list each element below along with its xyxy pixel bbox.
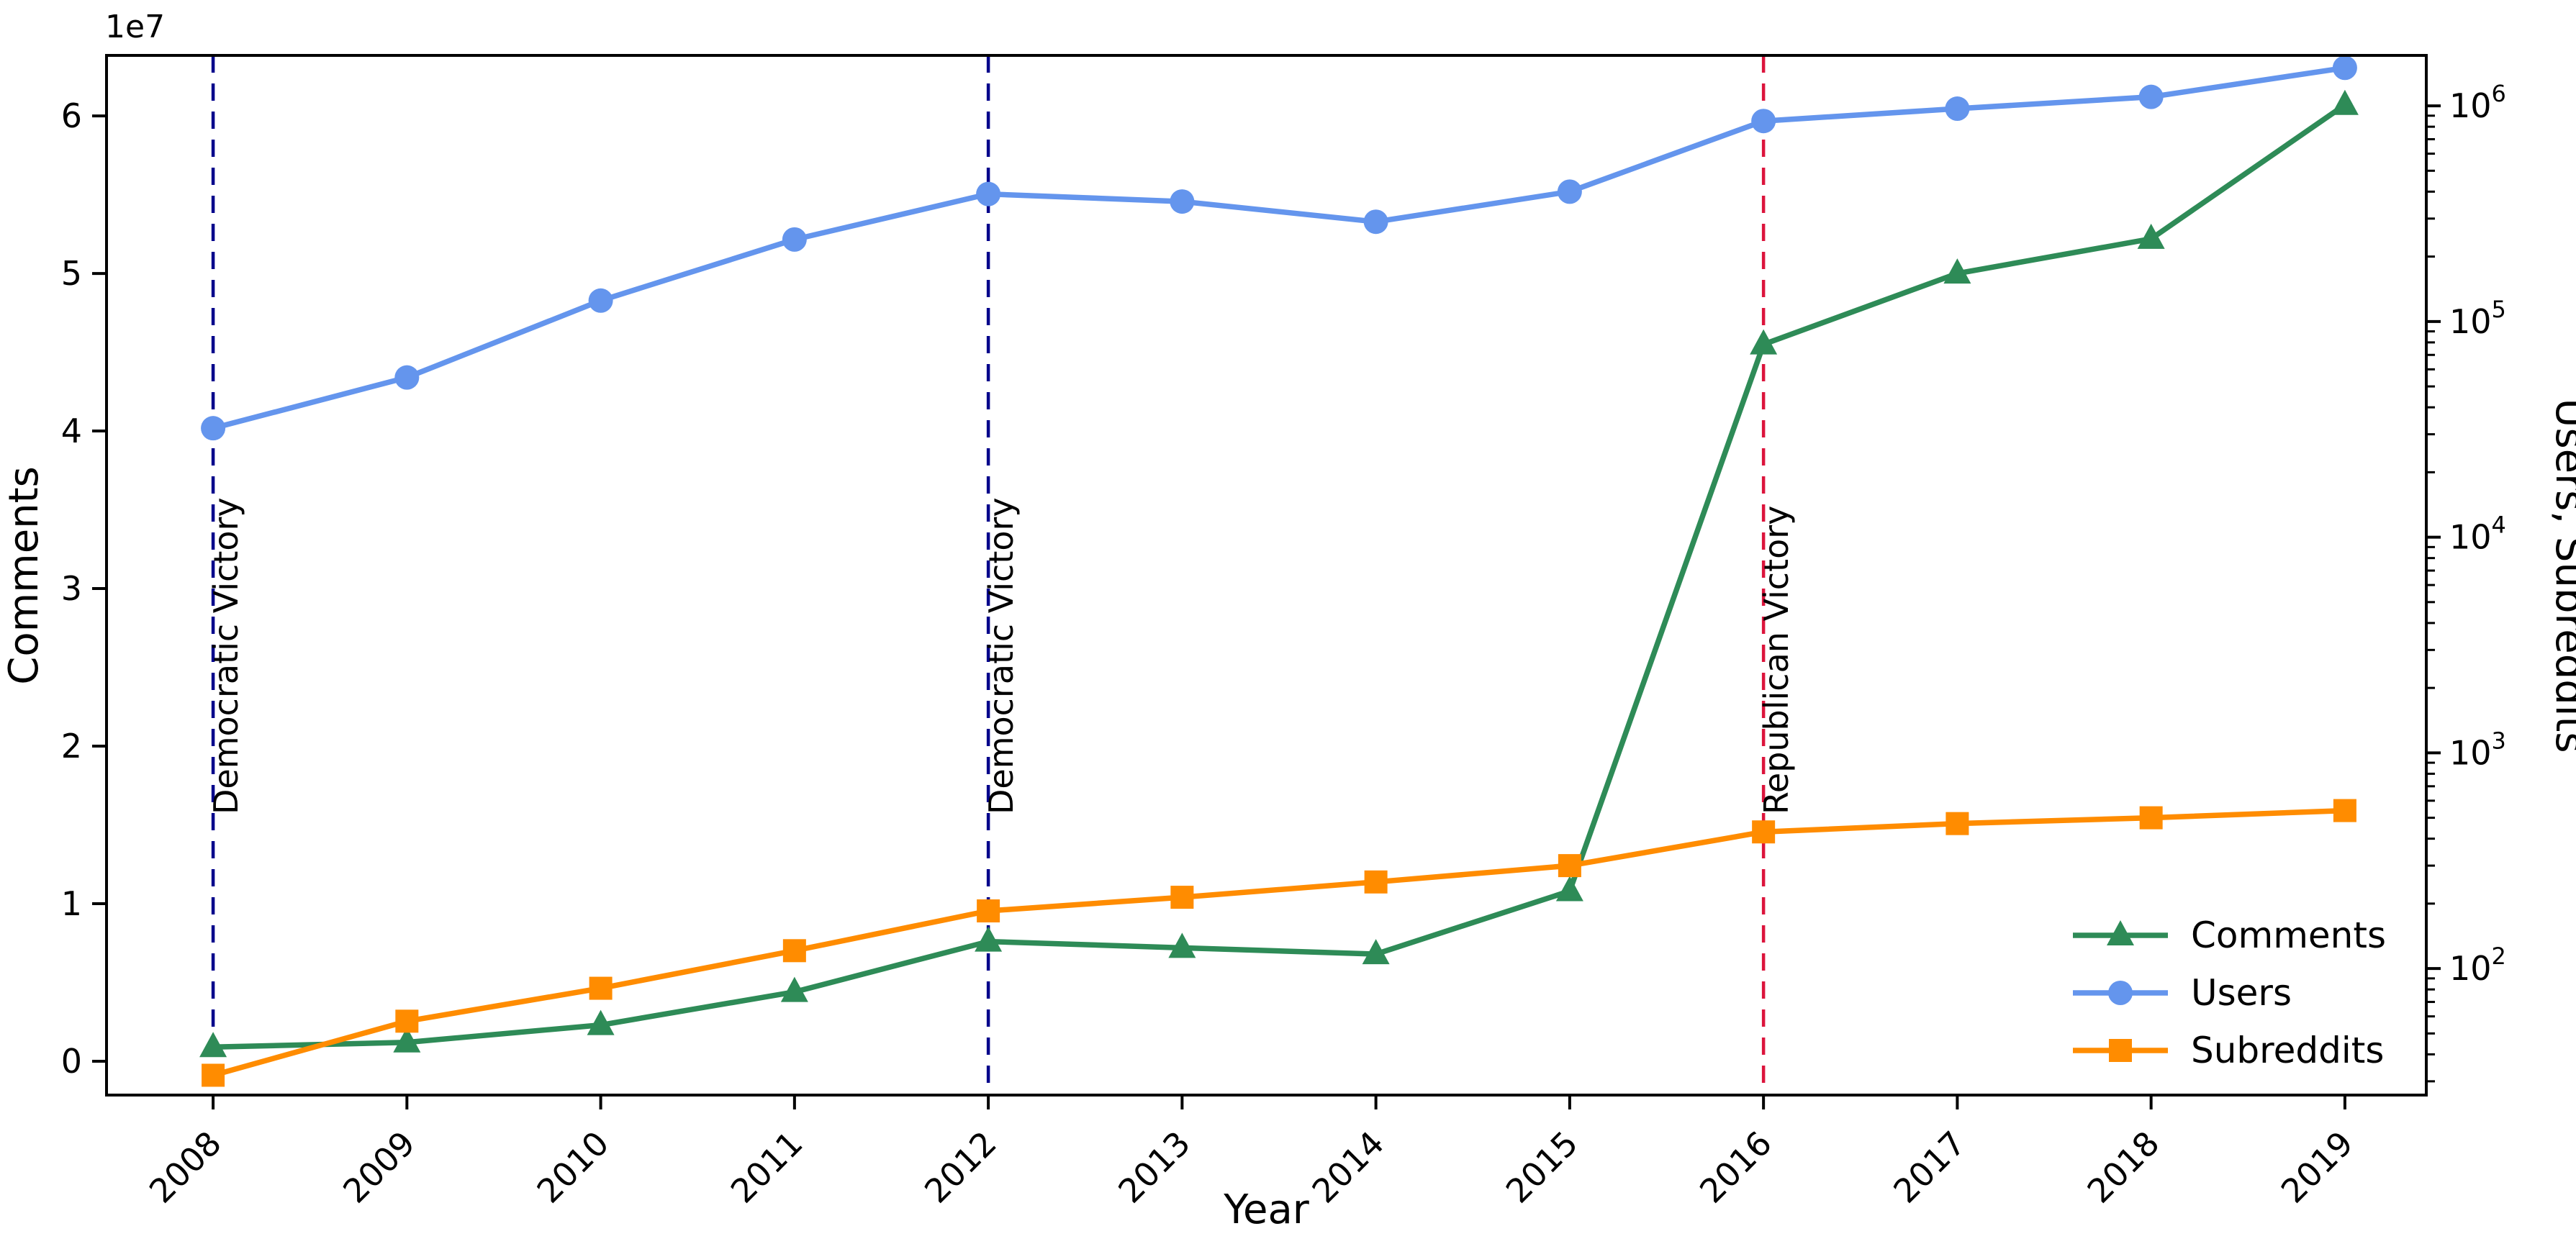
legend-entry-users: Users: [2073, 972, 2292, 1014]
plot-spines: [105, 54, 2428, 1097]
series-comments: [199, 89, 2359, 1058]
event-label: Democratic Victory: [207, 497, 245, 814]
data-point-circle: [782, 227, 807, 252]
data-point-triangle: [1168, 932, 1196, 958]
data-point-circle: [976, 181, 1001, 206]
left-tick-label: 4: [61, 412, 82, 450]
left-tick-label: 5: [61, 254, 82, 293]
data-point-triangle: [587, 1009, 615, 1035]
data-point-triangle: [1943, 258, 1971, 284]
legend-label: Comments: [2191, 914, 2386, 956]
data-point-circle: [1557, 179, 1582, 204]
series-line: [212, 102, 2347, 1050]
legend-label: Subreddits: [2191, 1030, 2384, 1071]
data-point-square: [1170, 886, 1194, 909]
series-users: [201, 55, 2357, 441]
data-point-circle: [588, 288, 613, 313]
data-point-circle: [201, 416, 226, 441]
data-point-square: [202, 1063, 225, 1087]
event-label: Republican Victory: [1757, 506, 1796, 814]
left-tick-label: 3: [61, 569, 82, 608]
event-label: Democratic Victory: [982, 497, 1021, 814]
series-line: [212, 65, 2346, 431]
left-tick-label: 2: [61, 727, 82, 766]
left-tick-label: 0: [61, 1042, 82, 1081]
data-point-circle: [394, 365, 420, 390]
left-tick-label: 6: [61, 96, 82, 135]
data-point-triangle: [1750, 329, 1778, 355]
event-line-group: Democratic Victory: [207, 55, 245, 1095]
legend-marker-circle: [2108, 981, 2133, 1005]
legend: Comments Users Subreddits: [2073, 914, 2386, 1071]
data-point-circle: [2138, 84, 2164, 109]
data-point-triangle: [780, 976, 808, 1002]
left-tick-label: 1: [61, 884, 82, 923]
series-line: [212, 807, 2346, 1079]
data-point-triangle: [1362, 939, 1390, 965]
series-subreddits: [202, 799, 2356, 1087]
legend-label: Users: [2191, 972, 2292, 1014]
legend-marker-square: [2109, 1039, 2132, 1062]
data-point-square: [2139, 806, 2163, 830]
left-axis-ticks: 0 1 2 3 4 5 6 1e7: [61, 9, 165, 1081]
left-axis-title: Comments: [1, 466, 48, 685]
event-line-group: Republican Victory: [1757, 55, 1796, 1095]
data-point-square: [782, 939, 806, 963]
right-tick-label: 105: [2449, 296, 2506, 341]
data-point-triangle: [393, 1027, 421, 1053]
data-point-square: [2333, 799, 2356, 822]
data-point-circle: [1945, 96, 1970, 122]
data-point-triangle: [2331, 89, 2359, 115]
legend-marker-triangle: [2107, 920, 2134, 945]
legend-entry-subreddits: Subreddits: [2073, 1030, 2384, 1071]
left-axis-offset-text: 1e7: [105, 9, 165, 45]
data-point-square: [395, 1009, 419, 1033]
data-point-square: [1558, 854, 1581, 878]
data-point-triangle: [975, 926, 1003, 952]
data-point-circle: [1751, 109, 1776, 134]
data-point-square: [1752, 820, 1776, 844]
event-line-group: Democratic Victory: [982, 55, 1021, 1095]
data-point-triangle: [199, 1032, 227, 1058]
right-axis-title: Users, Subreddits: [2546, 398, 2576, 753]
data-point-circle: [1363, 209, 1388, 235]
data-point-circle: [1170, 189, 1195, 214]
data-point-square: [1364, 870, 1388, 894]
data-point-triangle: [2137, 223, 2165, 249]
legend-entry-comments: Comments: [2073, 914, 2386, 956]
data-point-square: [589, 976, 613, 1000]
x-axis-title: Year: [1223, 1186, 1310, 1233]
data-point-circle: [2332, 55, 2357, 81]
data-point-triangle: [1555, 876, 1583, 902]
data-point-square: [1945, 812, 1969, 835]
data-point-square: [977, 899, 1000, 923]
